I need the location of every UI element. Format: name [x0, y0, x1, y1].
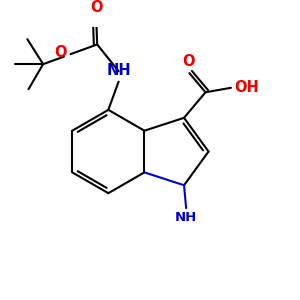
- Text: O: O: [182, 54, 195, 69]
- Text: NH: NH: [175, 212, 197, 224]
- Text: O: O: [90, 0, 103, 15]
- Text: O: O: [54, 45, 66, 60]
- Text: OH: OH: [234, 80, 259, 95]
- Text: NH: NH: [106, 62, 131, 77]
